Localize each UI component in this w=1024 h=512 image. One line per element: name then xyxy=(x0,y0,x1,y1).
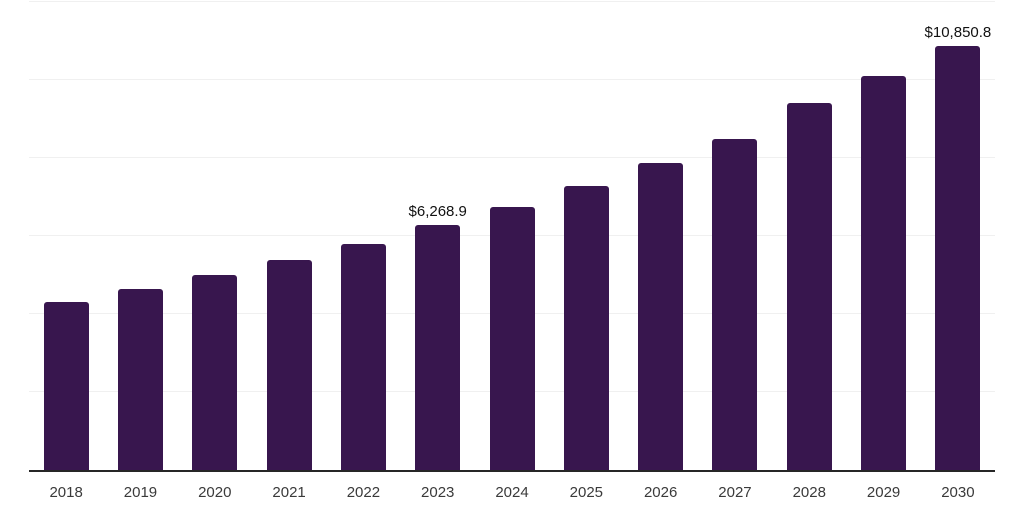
bar-band: $10,850.8 xyxy=(921,1,995,470)
bars-group: $6,268.9 $10,850.8 xyxy=(29,1,995,470)
x-tick-label: 2019 xyxy=(123,484,158,501)
x-tick-label: 2026 xyxy=(643,484,678,501)
gridline xyxy=(29,0,995,2)
bar-band xyxy=(29,1,103,470)
bar xyxy=(638,162,684,470)
bar xyxy=(935,45,981,470)
bar xyxy=(712,139,758,470)
x-tick-label: 2022 xyxy=(346,484,381,501)
x-tick-label: 2030 xyxy=(941,484,975,501)
x-tick-label: 2027 xyxy=(718,484,752,501)
bar xyxy=(117,288,163,470)
x-tick-label: 2029 xyxy=(866,484,901,501)
gridline xyxy=(29,156,995,158)
bar xyxy=(563,185,609,470)
bar-band xyxy=(624,1,698,470)
x-tick-label: 2021 xyxy=(272,484,306,501)
x-tick-label: 2024 xyxy=(495,484,529,501)
bar xyxy=(415,225,461,470)
bar xyxy=(43,301,89,470)
bar-band xyxy=(846,1,920,470)
bar xyxy=(861,75,907,470)
bar-band xyxy=(252,1,326,470)
bar xyxy=(340,243,386,470)
bar xyxy=(489,207,535,470)
plot-area: $6,268.9 $10,850.8 xyxy=(29,0,995,472)
bar-band xyxy=(698,1,772,470)
x-tick-label: 2020 xyxy=(198,484,232,501)
bar xyxy=(192,274,238,470)
bar-band: $6,268.9 xyxy=(401,1,475,470)
bar-band xyxy=(549,1,623,470)
bar-band xyxy=(326,1,400,470)
bar-value-label: $6,268.9 xyxy=(408,203,467,220)
x-tick-label: 2028 xyxy=(792,484,826,501)
bar xyxy=(786,103,832,470)
bar-value-label: $10,850.8 xyxy=(924,23,992,41)
bar-band xyxy=(772,1,846,470)
x-tick-label: 2023 xyxy=(421,484,455,501)
bar xyxy=(266,259,312,470)
bar-band xyxy=(475,1,549,470)
x-axis: 2018 2019 2020 2021 2022 2023 2024 2025 2026 2027… xyxy=(29,484,995,501)
bar-band xyxy=(178,1,252,470)
gridline xyxy=(29,78,995,80)
x-tick-label: 2025 xyxy=(569,484,604,501)
x-tick-label: 2018 xyxy=(49,484,83,501)
bar-band xyxy=(103,1,177,470)
